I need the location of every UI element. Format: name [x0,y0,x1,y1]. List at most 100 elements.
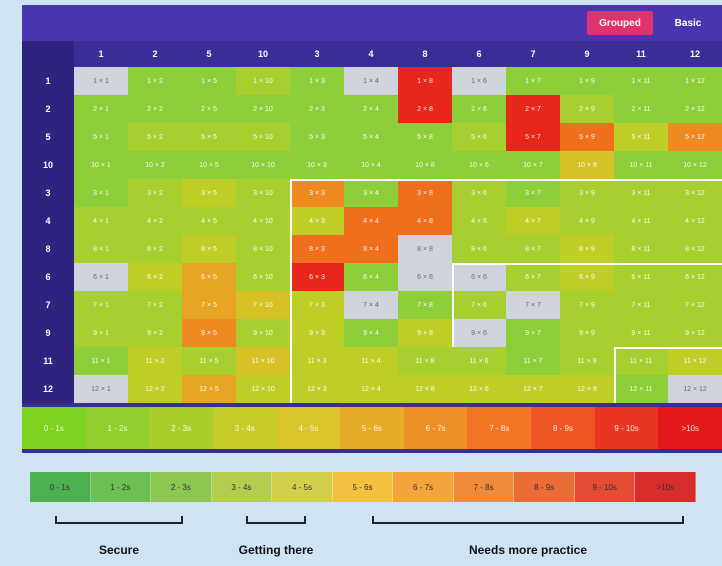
fact-cell[interactable]: 2 × 1 [74,95,128,123]
fact-cell[interactable]: 6 × 10 [236,263,290,291]
fact-cell[interactable]: 3 × 2 [128,179,182,207]
fact-cell[interactable]: 1 × 9 [560,67,614,95]
fact-cell[interactable]: 4 × 2 [128,207,182,235]
fact-cell[interactable]: 4 × 11 [614,207,668,235]
fact-cell[interactable]: 4 × 1 [74,207,128,235]
fact-cell[interactable]: 1 × 12 [668,67,722,95]
fact-cell[interactable]: 7 × 5 [182,291,236,319]
fact-cell[interactable]: 12 × 9 [560,375,614,403]
fact-cell[interactable]: 10 × 4 [344,151,398,179]
fact-cell[interactable]: 5 × 6 [452,123,506,151]
fact-cell[interactable]: 4 × 9 [560,207,614,235]
fact-cell[interactable]: 6 × 4 [344,263,398,291]
fact-cell[interactable]: 1 × 4 [344,67,398,95]
fact-cell[interactable]: 1 × 6 [452,67,506,95]
fact-cell[interactable]: 12 × 5 [182,375,236,403]
fact-cell[interactable]: 2 × 6 [452,95,506,123]
fact-cell[interactable]: 1 × 2 [128,67,182,95]
fact-cell[interactable]: 10 × 12 [668,151,722,179]
fact-cell[interactable]: 7 × 8 [398,291,452,319]
fact-cell[interactable]: 4 × 5 [182,207,236,235]
fact-cell[interactable]: 1 × 7 [506,67,560,95]
fact-cell[interactable]: 2 × 8 [398,95,452,123]
fact-cell[interactable]: 12 × 6 [452,375,506,403]
fact-cell[interactable]: 10 × 8 [398,151,452,179]
fact-cell[interactable]: 7 × 9 [560,291,614,319]
fact-cell[interactable]: 12 × 7 [506,375,560,403]
fact-cell[interactable]: 3 × 7 [506,179,560,207]
fact-cell[interactable]: 7 × 3 [290,291,344,319]
fact-cell[interactable]: 12 × 2 [128,375,182,403]
fact-cell[interactable]: 12 × 3 [290,375,344,403]
fact-cell[interactable]: 1 × 1 [74,67,128,95]
fact-cell[interactable]: 10 × 2 [128,151,182,179]
fact-cell[interactable]: 2 × 4 [344,95,398,123]
fact-cell[interactable]: 11 × 8 [398,347,452,375]
fact-cell[interactable]: 4 × 4 [344,207,398,235]
fact-cell[interactable]: 11 × 12 [668,347,722,375]
fact-cell[interactable]: 5 × 12 [668,123,722,151]
fact-cell[interactable]: 6 × 6 [452,263,506,291]
fact-cell[interactable]: 10 × 5 [182,151,236,179]
fact-cell[interactable]: 1 × 3 [290,67,344,95]
fact-cell[interactable]: 8 × 2 [128,235,182,263]
fact-cell[interactable]: 7 × 1 [74,291,128,319]
fact-cell[interactable]: 8 × 10 [236,235,290,263]
fact-cell[interactable]: 6 × 2 [128,263,182,291]
fact-cell[interactable]: 2 × 12 [668,95,722,123]
fact-cell[interactable]: 5 × 9 [560,123,614,151]
fact-cell[interactable]: 3 × 1 [74,179,128,207]
fact-cell[interactable]: 3 × 5 [182,179,236,207]
fact-cell[interactable]: 5 × 8 [398,123,452,151]
fact-cell[interactable]: 5 × 3 [290,123,344,151]
fact-cell[interactable]: 9 × 11 [614,319,668,347]
fact-cell[interactable]: 4 × 12 [668,207,722,235]
fact-cell[interactable]: 9 × 2 [128,319,182,347]
fact-cell[interactable]: 9 × 7 [506,319,560,347]
fact-cell[interactable]: 7 × 6 [452,291,506,319]
fact-cell[interactable]: 6 × 9 [560,263,614,291]
fact-cell[interactable]: 12 × 1 [74,375,128,403]
fact-cell[interactable]: 7 × 2 [128,291,182,319]
fact-cell[interactable]: 9 × 3 [290,319,344,347]
fact-cell[interactable]: 12 × 12 [668,375,722,403]
fact-cell[interactable]: 6 × 1 [74,263,128,291]
fact-cell[interactable]: 12 × 10 [236,375,290,403]
fact-cell[interactable]: 9 × 8 [398,319,452,347]
fact-cell[interactable]: 4 × 3 [290,207,344,235]
fact-cell[interactable]: 8 × 5 [182,235,236,263]
fact-cell[interactable]: 11 × 6 [452,347,506,375]
fact-cell[interactable]: 11 × 11 [614,347,668,375]
fact-cell[interactable]: 3 × 6 [452,179,506,207]
fact-cell[interactable]: 3 × 10 [236,179,290,207]
fact-cell[interactable]: 6 × 11 [614,263,668,291]
fact-cell[interactable]: 3 × 4 [344,179,398,207]
fact-cell[interactable]: 3 × 11 [614,179,668,207]
fact-cell[interactable]: 6 × 12 [668,263,722,291]
fact-cell[interactable]: 1 × 5 [182,67,236,95]
fact-cell[interactable]: 5 × 11 [614,123,668,151]
fact-cell[interactable]: 5 × 1 [74,123,128,151]
fact-cell[interactable]: 2 × 11 [614,95,668,123]
fact-cell[interactable]: 5 × 2 [128,123,182,151]
fact-cell[interactable]: 8 × 7 [506,235,560,263]
fact-cell[interactable]: 8 × 6 [452,235,506,263]
fact-cell[interactable]: 2 × 2 [128,95,182,123]
fact-cell[interactable]: 10 × 10 [236,151,290,179]
fact-cell[interactable]: 10 × 6 [452,151,506,179]
fact-cell[interactable]: 5 × 10 [236,123,290,151]
fact-cell[interactable]: 8 × 9 [560,235,614,263]
fact-cell[interactable]: 3 × 12 [668,179,722,207]
fact-cell[interactable]: 2 × 3 [290,95,344,123]
fact-cell[interactable]: 8 × 12 [668,235,722,263]
fact-cell[interactable]: 10 × 1 [74,151,128,179]
fact-cell[interactable]: 3 × 3 [290,179,344,207]
fact-cell[interactable]: 11 × 9 [560,347,614,375]
fact-cell[interactable]: 3 × 8 [398,179,452,207]
fact-cell[interactable]: 7 × 10 [236,291,290,319]
fact-cell[interactable]: 10 × 11 [614,151,668,179]
fact-cell[interactable]: 7 × 11 [614,291,668,319]
fact-cell[interactable]: 9 × 5 [182,319,236,347]
fact-cell[interactable]: 9 × 1 [74,319,128,347]
fact-cell[interactable]: 9 × 9 [560,319,614,347]
